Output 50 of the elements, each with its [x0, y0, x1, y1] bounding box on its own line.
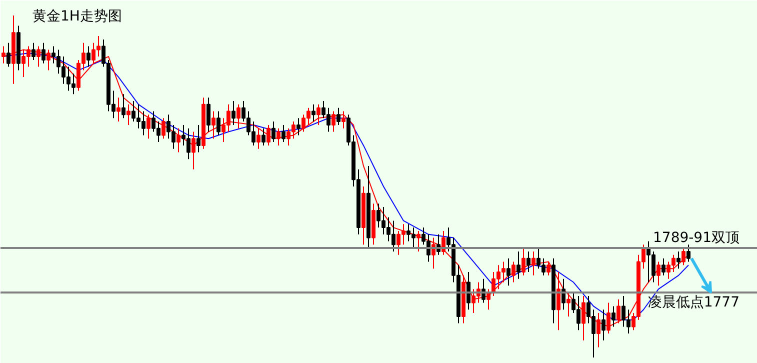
- candlestick: [656, 261, 660, 286]
- candlestick: [6, 42, 10, 68]
- candlestick: [256, 128, 260, 150]
- candlestick: [206, 97, 210, 132]
- candlestick: [522, 248, 526, 276]
- candlestick: [42, 42, 46, 64]
- candlestick: [662, 258, 666, 276]
- candlestick: [86, 46, 90, 68]
- candlestick: [682, 248, 686, 266]
- candlestick: [232, 100, 236, 126]
- chart-title: 黄金1H走势图: [32, 8, 122, 24]
- candlestick: [416, 230, 420, 252]
- candlestick: [262, 128, 266, 146]
- candlestick: [116, 97, 120, 122]
- candlestick: [566, 292, 570, 317]
- candlestick: [602, 309, 606, 341]
- candlestick: [162, 118, 166, 140]
- ref-line-label: 凌晨低点1777: [648, 294, 740, 311]
- candlestick: [276, 128, 280, 146]
- candlestick: [32, 42, 36, 60]
- candlestick: [316, 104, 320, 126]
- candlestick: [272, 121, 276, 143]
- candlestick: [506, 258, 510, 286]
- candlestick: [336, 107, 340, 126]
- candlestick: [516, 250, 520, 280]
- candlestick: [526, 250, 530, 272]
- candlestick: [532, 250, 536, 276]
- candlestick: [342, 110, 346, 129]
- candlestick: [546, 261, 550, 276]
- candlestick: [512, 261, 516, 283]
- candlestick: [466, 272, 470, 310]
- candlestick: [616, 298, 620, 324]
- ref-line-label: 1789-91双顶: [653, 230, 740, 246]
- candlestick: [266, 124, 270, 146]
- candlestick: [216, 110, 220, 136]
- candlestick: [196, 124, 200, 153]
- candlestick: [296, 118, 300, 136]
- candlestick: [312, 104, 316, 122]
- candlestick: [282, 124, 286, 143]
- candlestick: [176, 128, 180, 153]
- candlestick: [212, 110, 216, 140]
- candlestick: [612, 306, 616, 328]
- candlestick: [192, 131, 196, 170]
- candlestick: [332, 110, 336, 132]
- candlestick: [146, 114, 150, 140]
- candlestick: [122, 94, 126, 119]
- candlestick: [236, 104, 240, 129]
- candlestick: [686, 244, 690, 262]
- candlestick: [126, 104, 130, 126]
- candlestick: [676, 250, 680, 270]
